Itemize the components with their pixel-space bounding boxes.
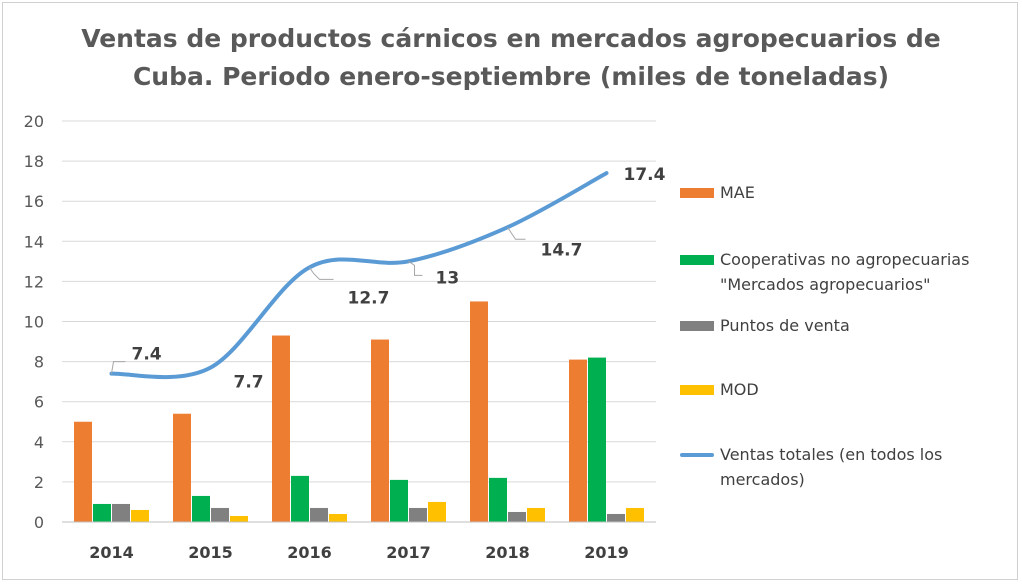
- y-tick-label: 12: [24, 272, 44, 291]
- legend-item: Cooperativas no agropecuarias "Mercados …: [680, 247, 969, 297]
- legend-swatch: [680, 188, 714, 198]
- bar: [371, 339, 389, 522]
- total-sales-line: [109, 171, 609, 380]
- bar: [508, 511, 526, 522]
- y-axis-tick-labels: 0 2 4 6 8 10 12 14 16 18 20: [24, 112, 44, 532]
- legend-swatch: [680, 453, 714, 457]
- y-tick-label: 2: [34, 473, 44, 492]
- gridlines: [62, 120, 656, 523]
- bar: [173, 413, 191, 522]
- bar: [74, 421, 92, 522]
- bar: [390, 479, 408, 522]
- y-tick-label: 20: [24, 112, 44, 131]
- bar: [131, 509, 149, 522]
- data-label: 7.4: [132, 345, 162, 365]
- line-series-path: [109, 171, 609, 380]
- chart-title-line-1: Ventas de productos cárnicos en mercados…: [81, 24, 941, 53]
- legend-label: Puntos de venta: [720, 316, 850, 335]
- bar: [93, 503, 111, 522]
- legend-swatch: [680, 255, 714, 265]
- y-tick-label: 0: [34, 513, 44, 532]
- x-axis: 2014 2015 2016 2017 2018 2019: [62, 521, 656, 562]
- y-tick-label: 16: [24, 192, 44, 211]
- bar: [211, 507, 229, 522]
- x-tick-label: 2017: [386, 543, 431, 562]
- data-label: 7.7: [234, 373, 264, 393]
- data-label-leader: [507, 226, 526, 240]
- bar: [527, 507, 545, 522]
- data-label-leader: [408, 260, 423, 276]
- bar: [329, 513, 347, 522]
- x-tick-label: 2014: [89, 543, 134, 562]
- data-label: 13: [436, 268, 460, 288]
- data-label-leader: [309, 267, 334, 280]
- x-tick-label: 2019: [584, 543, 629, 562]
- chart-title: Ventas de productos cárnicos en mercados…: [0, 20, 1022, 96]
- bar: [626, 507, 644, 522]
- bar: [569, 359, 587, 522]
- legend-swatch: [680, 321, 714, 331]
- bar: [291, 475, 309, 522]
- bar: [192, 495, 210, 522]
- x-tick-label: 2018: [485, 543, 530, 562]
- legend-label: MOD: [720, 380, 759, 399]
- y-tick-label: 8: [34, 353, 44, 372]
- y-tick-label: 18: [24, 152, 44, 171]
- data-label: 14.7: [541, 240, 583, 260]
- bar: [607, 513, 625, 522]
- y-tick-label: 4: [34, 433, 44, 452]
- bar: [272, 335, 290, 522]
- data-label: 12.7: [348, 288, 390, 308]
- bar: [230, 515, 248, 522]
- bar: [470, 301, 488, 522]
- bar: [409, 507, 427, 522]
- x-tick-label: 2016: [287, 543, 332, 562]
- y-tick-label: 6: [34, 393, 44, 412]
- bar: [588, 357, 606, 522]
- data-labels: 7.4 7.7 12.7 13 14.7 17.4: [111, 165, 666, 393]
- bar: [489, 477, 507, 522]
- data-label-leader: [111, 361, 126, 374]
- y-tick-label: 14: [24, 232, 44, 251]
- legend-item: MAE: [680, 180, 755, 205]
- legend-item: Puntos de venta: [680, 313, 850, 338]
- legend-swatch: [680, 385, 714, 395]
- x-tick-label: 2015: [188, 543, 233, 562]
- chart-title-line-2: Cuba. Periodo enero-septiembre (miles de…: [132, 62, 890, 91]
- legend-item: Ventas totales (en todos los mercados): [680, 442, 942, 492]
- bar: [310, 507, 328, 522]
- bar: [428, 501, 446, 522]
- legend-label: MAE: [720, 183, 755, 202]
- y-tick-label: 10: [24, 313, 44, 332]
- data-label: 17.4: [624, 165, 666, 185]
- legend-item: MOD: [680, 377, 759, 402]
- bar: [112, 503, 130, 522]
- bars: [74, 301, 644, 522]
- legend-label: Ventas totales (en todos los mercados): [720, 445, 943, 489]
- legend-label: Cooperativas no agropecuarias "Mercados …: [720, 250, 970, 294]
